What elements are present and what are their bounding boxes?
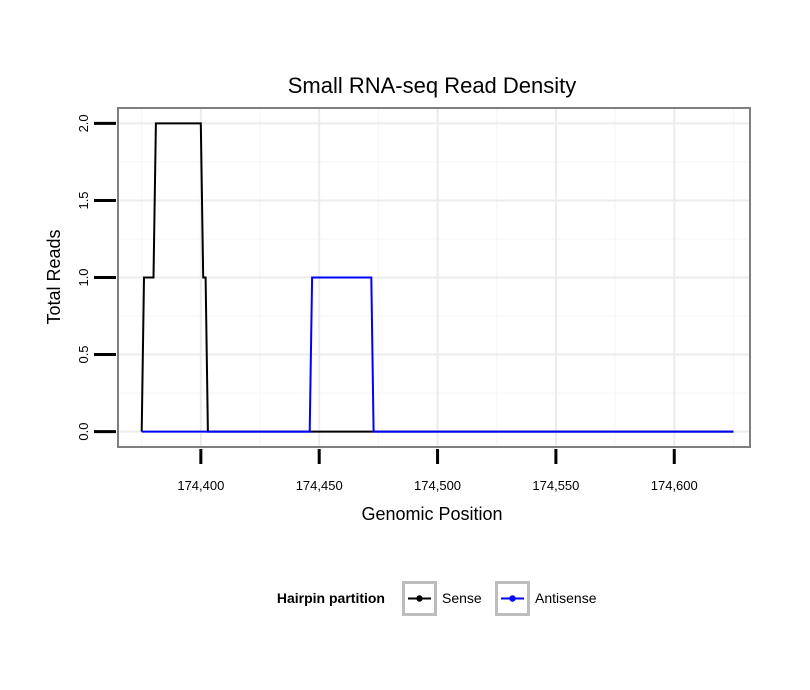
legend-key-point — [509, 595, 516, 602]
x-axis: 174,400 174,450 174,500 174,550 174,600 — [177, 449, 698, 493]
grid — [118, 108, 750, 447]
y-tick-label: 0.0 — [76, 423, 91, 441]
plot-border — [117, 107, 751, 448]
legend-item-antisense: Antisense — [495, 581, 597, 616]
y-tick-label: 1.5 — [76, 191, 91, 209]
x-tick-label: 174,550 — [532, 478, 579, 493]
series-line-sense — [140, 122, 734, 433]
series-layer — [140, 122, 734, 433]
x-tick-label: 174,400 — [177, 478, 224, 493]
x-axis-title: Genomic Position — [361, 504, 502, 524]
chart-title: Small RNA-seq Read Density — [288, 73, 577, 98]
y-tick-label: 0.5 — [76, 345, 91, 363]
x-tick-label: 174,600 — [651, 478, 698, 493]
x-tick-label: 174,500 — [414, 478, 461, 493]
legend-key-point — [416, 595, 423, 602]
y-axis: 0.0 0.5 1.0 1.5 2.0 — [76, 114, 116, 441]
legend-item-sense: Sense — [402, 581, 482, 616]
legend-items: Sense Antisense — [402, 581, 597, 616]
legend-label: Sense — [442, 590, 482, 606]
x-tick-label: 174,450 — [296, 478, 343, 493]
y-tick-label: 2.0 — [76, 114, 91, 132]
legend-title: Hairpin partition — [277, 590, 385, 606]
y-axis-title: Total Reads — [44, 229, 64, 324]
legend: Hairpin partition Sense Antisense — [277, 581, 597, 616]
y-tick-label: 1.0 — [76, 268, 91, 286]
legend-label: Antisense — [535, 590, 597, 606]
series-line-antisense — [141, 276, 734, 433]
